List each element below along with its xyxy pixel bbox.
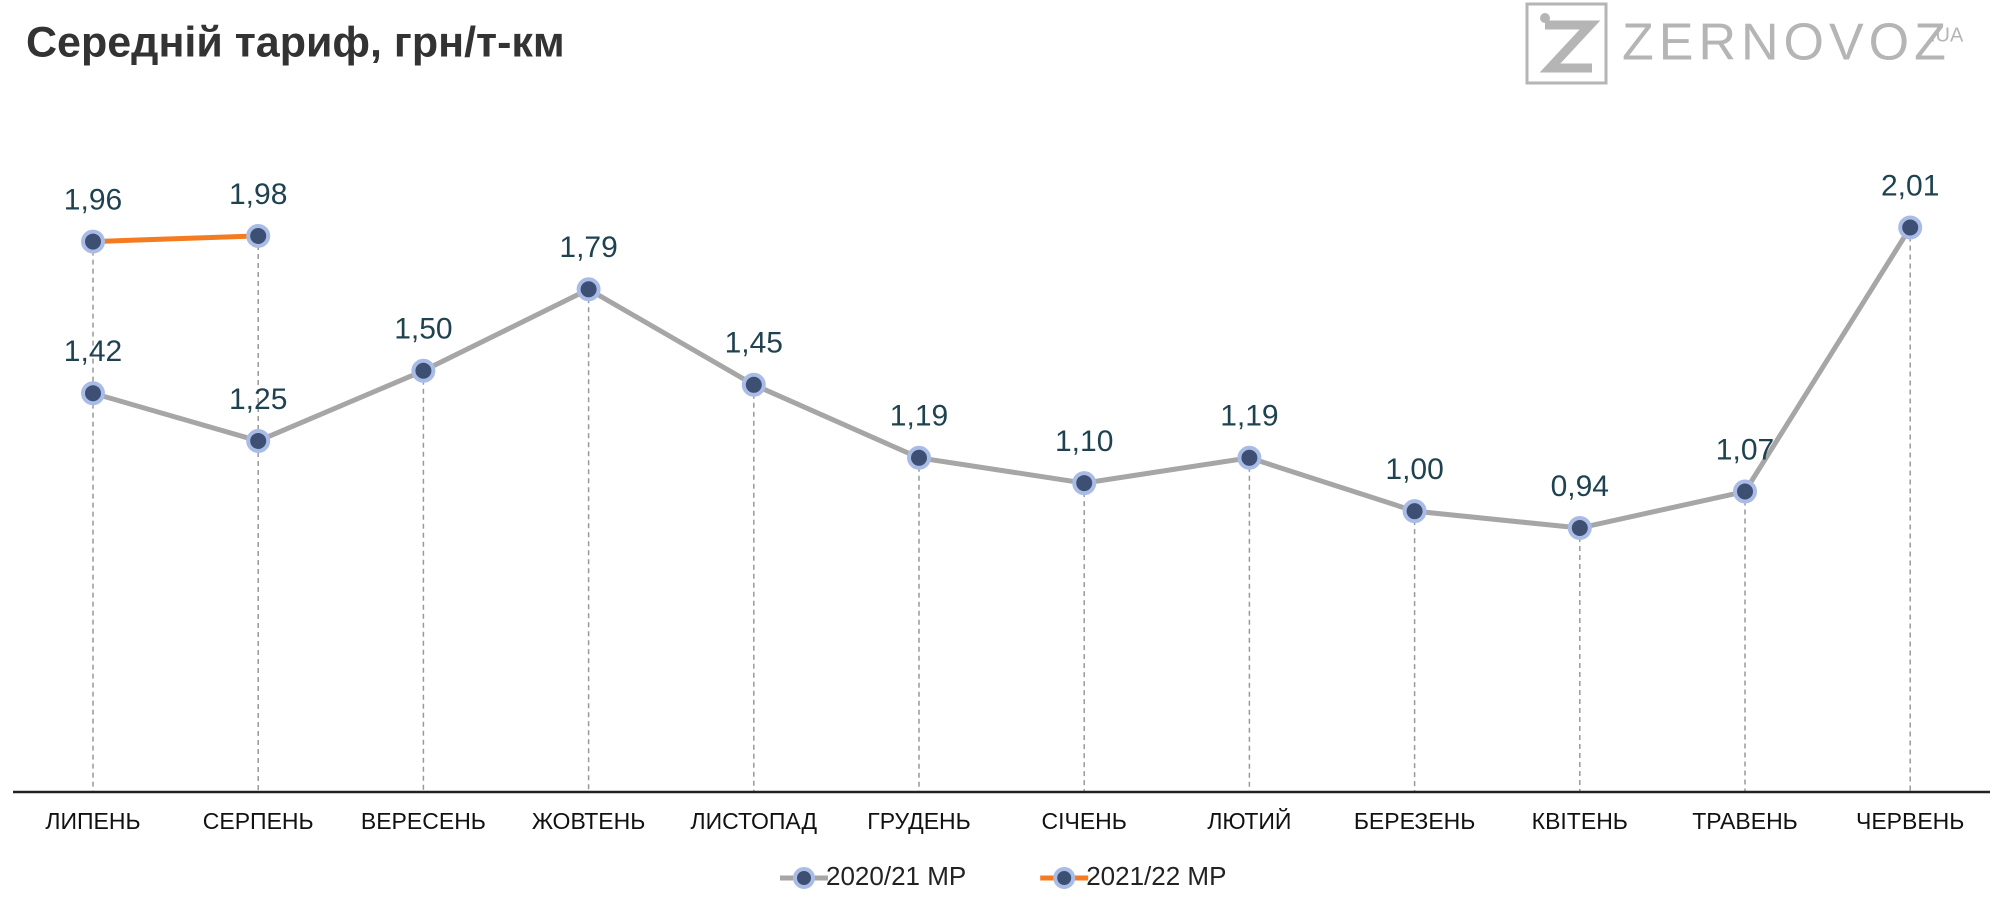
- marker: [1237, 445, 1262, 470]
- legend: 2020/21 МР 2021/22 МР: [780, 861, 1226, 891]
- marker: [1898, 215, 1923, 240]
- data-label: 0,94: [1551, 470, 1609, 503]
- marker: [907, 445, 931, 470]
- marker: [1402, 499, 1427, 524]
- x-tick-label: ЧЕРВЕНЬ: [1856, 808, 1964, 834]
- marker: [1072, 471, 1097, 496]
- data-label: 1,00: [1385, 453, 1443, 486]
- x-tick-label: ЛЮТИЙ: [1207, 807, 1291, 834]
- x-tick-label: ЛИПЕНЬ: [45, 808, 140, 834]
- marker: [246, 223, 271, 248]
- series-line: [92, 226, 1913, 531]
- x-tick-label: ЛИСТОПАД: [691, 808, 818, 834]
- data-label: 1,10: [1055, 425, 1113, 458]
- legend-label: 2021/22 МР: [1086, 861, 1226, 891]
- x-tick-label: КВІТЕНЬ: [1532, 808, 1628, 834]
- x-tick-label: СЕРПЕНЬ: [203, 808, 314, 834]
- x-tick-label: ВЕРЕСЕНЬ: [361, 808, 486, 834]
- data-label: 1,98: [229, 178, 287, 211]
- data-label: 1,19: [890, 400, 948, 433]
- marker: [1567, 516, 1592, 541]
- data-label: 1,50: [394, 313, 452, 346]
- data-label: 1,42: [64, 335, 122, 368]
- data-label: 1,79: [559, 231, 617, 264]
- marker: [741, 372, 766, 397]
- legend-marker: [1053, 867, 1076, 889]
- logo-z: [1539, 20, 1601, 73]
- brand: ZERNOVOZ: [1622, 14, 1951, 72]
- logo-box: [1525, 2, 1608, 85]
- legend-marker: [793, 867, 815, 889]
- data-label: 2,01: [1881, 169, 1939, 202]
- legend-label: 2020/21 МР: [826, 861, 966, 891]
- x-tick-label: ТРАВЕНЬ: [1692, 808, 1798, 834]
- x-tick-label: ГРУДЕНЬ: [867, 808, 971, 834]
- chart-title: Середній тариф, грн/т-км: [26, 18, 565, 66]
- data-label: 1,45: [725, 327, 783, 360]
- logo-dot: [1540, 13, 1550, 23]
- series-line: [92, 233, 259, 245]
- data-label: 1,96: [64, 183, 122, 216]
- marker: [246, 428, 271, 453]
- marker: [576, 277, 601, 302]
- marker: [1733, 479, 1757, 504]
- data-label: 1,25: [229, 383, 287, 416]
- data-label: 1,07: [1716, 433, 1774, 466]
- brand-suffix: .UA: [1930, 24, 1964, 46]
- data-label: 1,19: [1220, 400, 1278, 433]
- marker: [411, 358, 436, 383]
- logo: ZERNOVOZ .UA: [1525, 2, 1964, 85]
- marker: [81, 229, 105, 254]
- marker: [81, 381, 105, 406]
- x-tick-label: БЕРЕЗЕНЬ: [1354, 808, 1476, 834]
- x-tick-label: СІЧЕНЬ: [1042, 808, 1127, 834]
- x-tick-label: ЖОВТЕНЬ: [532, 808, 646, 834]
